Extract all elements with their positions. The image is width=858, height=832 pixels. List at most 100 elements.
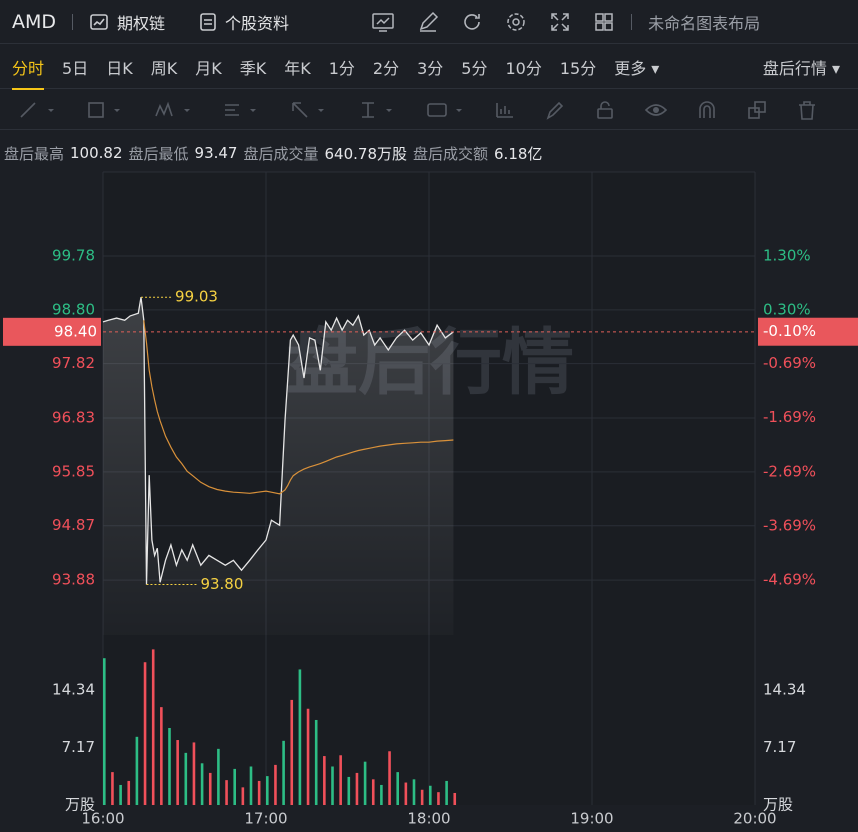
volume-bar	[103, 658, 106, 805]
top-toolbar: AMD 期权链 个股资料 未命名图表布局	[0, 0, 858, 44]
volume-bar	[453, 792, 457, 805]
tab[interactable]: 1分	[328, 58, 355, 78]
tool-icon[interactable]	[696, 100, 718, 120]
stat-label: 盘后成交额	[413, 144, 489, 163]
average-line	[143, 320, 454, 495]
volume-unit: 万股	[65, 796, 95, 814]
volume-bar	[274, 764, 277, 805]
y-tick-label: 94.87	[52, 516, 95, 534]
tool-icon[interactable]	[154, 100, 194, 120]
tool-icon[interactable]	[426, 100, 466, 120]
stats-bar: 盘后最高 100.82 盘后最低 93.47 盘后成交量 640.78万股 盘后成交额 6.1…	[0, 140, 858, 166]
tool-icon[interactable]	[544, 100, 566, 120]
stat-value: 93.47	[194, 144, 238, 162]
drawing-tools	[0, 90, 858, 130]
layout-name[interactable]: 未命名图表布局	[648, 13, 761, 33]
volume-bar	[371, 779, 375, 805]
y2-tick-label: 1.30%	[763, 246, 811, 264]
separator	[631, 13, 633, 30]
link-text: 期权链	[117, 13, 166, 33]
x-tick-label: 17:00	[244, 810, 287, 828]
tab[interactable]: 3分	[417, 58, 444, 78]
volume-bar	[323, 756, 326, 805]
session-select[interactable]: 盘后行情 ▾	[762, 58, 840, 78]
y-tick-label: 97.82	[52, 354, 95, 372]
y2-tick-label: -0.69%	[763, 354, 816, 372]
annotation-label: 99.03	[175, 288, 218, 306]
volume-bar	[429, 785, 432, 805]
icon[interactable]	[549, 11, 571, 33]
x-tick-label: 16:00	[81, 810, 124, 828]
tab[interactable]: 2分	[372, 58, 400, 78]
annotation-label: 93.80	[200, 575, 243, 593]
volume-bar	[282, 740, 285, 805]
stat-value: 100.82	[70, 144, 123, 162]
tab[interactable]: 日K	[106, 58, 133, 78]
volume-unit-right: 万股	[763, 796, 793, 814]
icon[interactable]	[505, 11, 527, 33]
stat-label: 盘后最低	[128, 144, 189, 163]
tab[interactable]: 月K	[195, 58, 222, 78]
volume-tick-label: 14.34	[52, 680, 95, 698]
tool-icon[interactable]	[222, 100, 262, 120]
tab[interactable]: 周K	[150, 58, 178, 78]
option-chain-link[interactable]: 期权链	[89, 10, 165, 34]
volume-tick-label-right: 7.17	[763, 738, 796, 756]
volume-bar	[200, 763, 204, 805]
tool-icon[interactable]	[796, 100, 818, 120]
x-tick-label: 19:00	[570, 810, 613, 828]
x-tick-label: 20:00	[733, 810, 776, 828]
stat-value: 640.78万股	[324, 144, 408, 163]
volume-bar	[266, 776, 269, 805]
volume-bar	[143, 662, 147, 805]
tab[interactable]: 更多 ▾	[614, 58, 660, 78]
volume-bar	[339, 755, 342, 805]
profile-link[interactable]: 个股资料	[199, 10, 289, 34]
session-text: 盘后行情	[762, 58, 827, 78]
volume-bar	[355, 772, 359, 805]
tool-icon[interactable]	[494, 100, 516, 120]
tool-icon[interactable]	[86, 100, 126, 120]
tool-icon[interactable]	[290, 100, 330, 120]
volume-bar	[388, 751, 391, 805]
last-change-label: -0.10%	[763, 322, 816, 340]
volume-bar	[331, 766, 334, 805]
icon[interactable]	[417, 11, 439, 33]
volume-bar	[290, 699, 294, 805]
volume-bar	[437, 792, 440, 805]
volume-bar	[111, 772, 114, 805]
tab-list: 分时 5日 日K 周K 月K 季K 年K 1分 2分 3分 5分 10分 15分 更多 ▾	[0, 55, 677, 90]
icon[interactable]	[371, 11, 395, 33]
tool-icon[interactable]	[644, 100, 668, 120]
tab[interactable]: 15分	[559, 58, 597, 78]
stat-value: 6.18亿	[494, 144, 543, 163]
tab[interactable]: 分时	[12, 55, 45, 90]
last-price-box	[3, 317, 101, 346]
y-tick-label: 96.83	[52, 409, 95, 427]
icon[interactable]	[461, 11, 483, 33]
tool-icon[interactable]	[594, 100, 616, 120]
volume-bar	[306, 708, 310, 805]
icon[interactable]	[593, 11, 615, 33]
stat-label: 盘后最高	[4, 144, 65, 163]
symbol[interactable]: AMD	[12, 10, 57, 33]
tab[interactable]: 10分	[505, 58, 542, 78]
toolbar-icons	[371, 11, 615, 33]
volume-bar	[151, 649, 155, 805]
volume-bar	[249, 766, 253, 805]
last-price-label: 98.40	[54, 322, 97, 340]
volume-bar	[192, 742, 196, 805]
volume-bar	[217, 748, 220, 805]
tool-icon[interactable]	[18, 100, 58, 120]
tool-icon[interactable]	[746, 100, 768, 120]
volume-bar	[225, 780, 228, 805]
tab[interactable]: 5日	[62, 58, 89, 78]
tab[interactable]: 5分	[461, 58, 488, 78]
price-line	[102, 297, 454, 585]
tab[interactable]: 年K	[284, 58, 311, 78]
tab[interactable]: 季K	[239, 58, 267, 78]
tool-icon[interactable]	[358, 100, 398, 120]
volume-bar	[380, 784, 383, 805]
volume-bar	[363, 761, 367, 805]
